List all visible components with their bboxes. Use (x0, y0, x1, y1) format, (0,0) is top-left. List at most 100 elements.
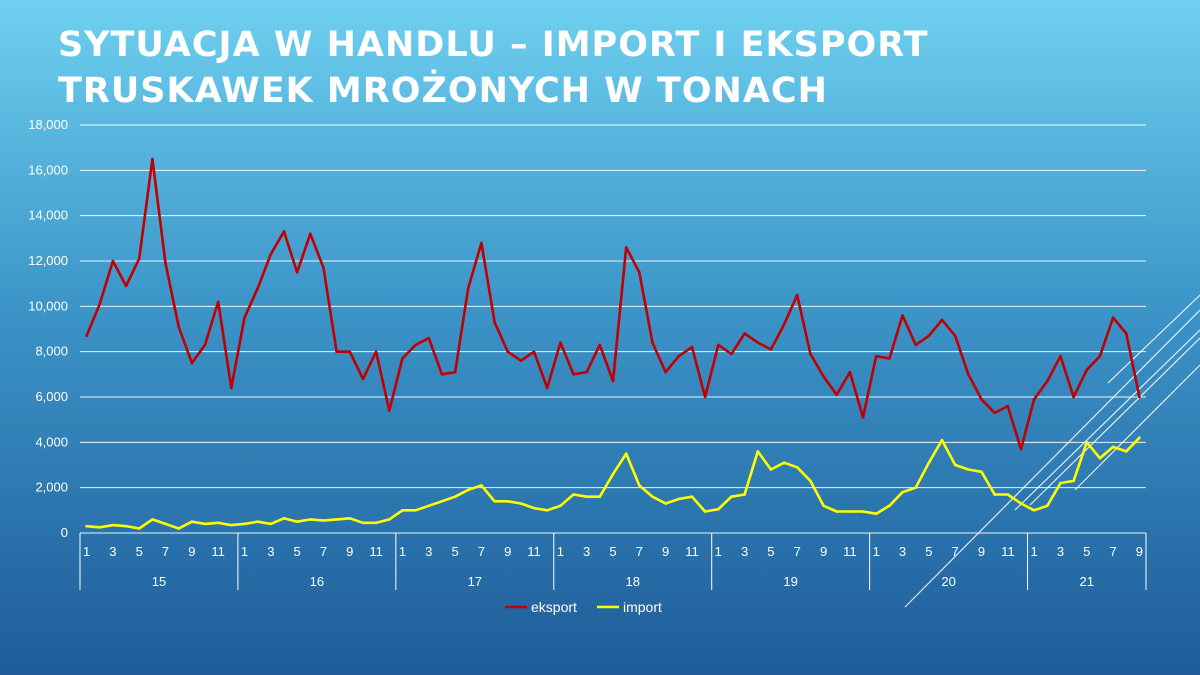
y-tick-label: 4,000 (35, 434, 68, 449)
data-point-import (1125, 450, 1128, 453)
x-month-label: 5 (294, 544, 301, 559)
data-point-eksport (177, 325, 180, 329)
data-point-eksport (1138, 395, 1141, 399)
data-point-eksport (243, 316, 246, 320)
x-month-label: 3 (741, 544, 748, 559)
data-point-import (901, 490, 904, 494)
data-point-import (1006, 493, 1010, 496)
data-point-eksport (914, 343, 917, 347)
x-month-label: 11 (527, 544, 541, 559)
data-point-import (295, 520, 299, 523)
data-point-import (440, 500, 444, 503)
data-point-eksport (703, 395, 707, 399)
data-point-eksport (203, 343, 207, 347)
x-month-label: 7 (1109, 544, 1116, 559)
x-month-label: 3 (109, 544, 116, 559)
data-point-eksport (690, 345, 694, 349)
x-month-label: 11 (685, 544, 699, 559)
data-point-eksport (1019, 447, 1023, 451)
data-point-import (164, 522, 167, 526)
y-tick-label: 18,000 (28, 117, 68, 132)
x-month-label: 7 (952, 544, 959, 559)
x-month-label: 11 (211, 544, 225, 559)
x-month-label: 11 (843, 544, 857, 559)
data-point-import (940, 438, 944, 442)
data-point-eksport (230, 386, 233, 390)
x-month-label: 3 (267, 544, 274, 559)
data-point-eksport (282, 230, 286, 233)
data-point-import (243, 522, 246, 526)
data-point-eksport (256, 286, 260, 290)
x-month-label: 1 (557, 544, 564, 559)
data-point-import (888, 504, 891, 508)
data-point-eksport (585, 370, 588, 374)
data-point-eksport (361, 377, 365, 381)
data-point-import (466, 488, 470, 492)
data-point-import (216, 521, 220, 525)
data-point-import (703, 510, 707, 513)
data-point-eksport (940, 318, 944, 322)
x-month-label: 1 (715, 544, 722, 559)
data-point-eksport (598, 343, 602, 347)
data-point-eksport (348, 350, 352, 354)
y-tick-label: 16,000 (28, 162, 68, 177)
x-month-label: 5 (1083, 544, 1090, 559)
data-point-import (795, 466, 799, 469)
x-month-label: 11 (369, 544, 383, 559)
data-point-import (361, 521, 365, 525)
x-year-label: 18 (626, 574, 640, 589)
data-point-eksport (624, 246, 628, 249)
data-point-eksport (769, 348, 773, 351)
y-tick-label: 10,000 (28, 298, 68, 313)
y-tick-label: 8,000 (35, 344, 68, 359)
data-point-eksport (1111, 316, 1115, 320)
data-point-eksport (861, 416, 865, 419)
data-point-eksport (782, 323, 786, 326)
data-point-import (309, 518, 312, 521)
data-point-import (1085, 441, 1089, 444)
data-point-import (348, 517, 352, 520)
data-point-eksport (427, 336, 431, 340)
x-month-label: 9 (820, 544, 827, 559)
data-point-import (1072, 479, 1075, 483)
data-point-eksport (85, 334, 88, 338)
series-import (85, 436, 1141, 530)
data-point-import (256, 520, 260, 523)
data-point-eksport (756, 341, 760, 344)
x-month-label: 5 (925, 544, 932, 559)
y-tick-label: 0 (61, 525, 68, 540)
data-point-import (743, 493, 746, 496)
data-point-eksport (98, 302, 101, 306)
data-point-import (506, 500, 510, 503)
data-point-eksport (164, 262, 167, 265)
data-point-import (190, 520, 194, 523)
data-point-eksport (927, 334, 931, 338)
x-month-label: 3 (1057, 544, 1064, 559)
x-month-label: 7 (162, 544, 169, 559)
data-point-eksport (572, 373, 575, 376)
data-point-eksport (967, 373, 970, 376)
data-point-eksport (874, 354, 878, 358)
data-point-eksport (638, 271, 641, 274)
data-point-import (230, 523, 233, 527)
x-year-label: 20 (941, 574, 955, 589)
x-month-label: 7 (636, 544, 643, 559)
x-month-label: 5 (767, 544, 774, 559)
data-point-eksport (151, 157, 154, 161)
data-point-import (1098, 456, 1102, 460)
x-month-label: 3 (583, 544, 590, 559)
data-point-eksport (414, 343, 417, 347)
chart-series (85, 157, 1141, 530)
y-tick-label: 14,000 (28, 208, 68, 223)
x-month-label: 3 (899, 544, 906, 559)
data-point-eksport (137, 257, 141, 261)
data-point-import (572, 493, 575, 496)
decorative-line (1029, 337, 1200, 506)
data-point-import (874, 512, 878, 515)
slide-title: SYTUACJA W HANDLU – IMPORT I EKSPORT TRU… (58, 25, 929, 111)
x-month-label: 5 (451, 544, 458, 559)
data-point-import (782, 461, 786, 465)
x-year-label: 15 (152, 574, 166, 589)
x-month-label: 7 (320, 544, 327, 559)
